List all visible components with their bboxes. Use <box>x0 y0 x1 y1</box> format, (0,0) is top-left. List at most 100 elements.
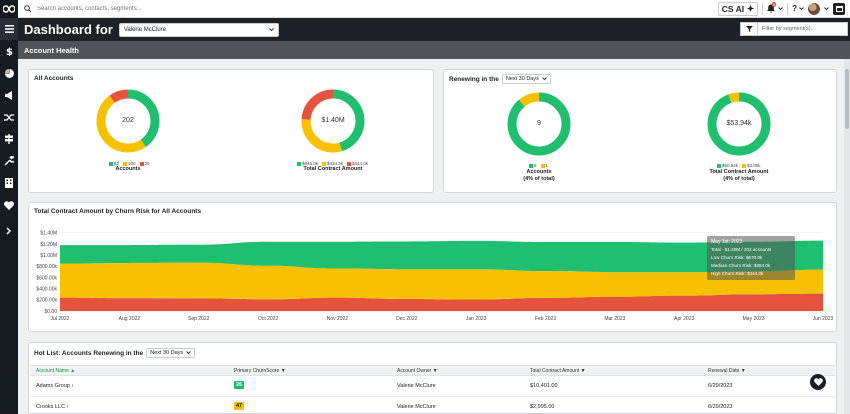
menu-icon[interactable] <box>0 18 18 40</box>
vertical-scrollbar[interactable] <box>844 59 850 414</box>
account-name: Adams Group <box>36 383 70 389</box>
account-name-link[interactable]: Adams Group › <box>36 383 74 389</box>
legend-item: 1 <box>540 163 549 168</box>
x-tick-label: May 2023 <box>743 316 765 322</box>
renewing-contract-label: Total Contract Amount (4% of total) <box>689 169 789 183</box>
col-account-name[interactable]: Account Name ▲ <box>36 368 75 374</box>
pie-chart-icon[interactable] <box>0 62 18 84</box>
notification-badge: 8 <box>772 2 777 7</box>
chart-title: Total Contract Amount by Churn Risk for … <box>34 208 202 215</box>
chevron-down-icon <box>778 6 783 10</box>
hotlist-period-select[interactable]: Next 30 Days <box>146 348 196 358</box>
wrench-icon[interactable] <box>0 150 18 172</box>
tooltip-line: Total - $1.40M / 202 accounts <box>711 247 772 252</box>
user-avatar[interactable] <box>808 2 820 15</box>
window-icon <box>835 5 843 12</box>
area-series-0[interactable] <box>60 293 823 311</box>
heart-icon <box>813 378 823 386</box>
col-renewal-date[interactable]: Renewal Date ▼ <box>708 368 746 374</box>
segment-filter-input[interactable]: Filter by segment(s)... <box>758 22 848 36</box>
building-icon[interactable] <box>0 172 18 194</box>
left-nav-rail: $ <box>0 0 18 414</box>
col-contract-amount[interactable]: Total Contract Amount ▼ <box>530 368 586 374</box>
legend-swatch <box>347 161 352 166</box>
account-name-link[interactable]: Crooks LLC › <box>36 404 69 410</box>
renewing-period-select[interactable]: Next 30 Days <box>501 74 551 84</box>
renewing-contract-donut[interactable]: $53.94k <box>706 91 772 157</box>
legend-swatch <box>322 161 327 166</box>
x-tick-label: Jun 2023 <box>813 316 834 322</box>
col-churnscore[interactable]: Primary ChurnScore ▼ <box>234 368 286 374</box>
page-title: Dashboard for <box>24 22 113 37</box>
chevron-down-icon <box>799 6 804 10</box>
expand-chevron-icon[interactable] <box>0 220 18 242</box>
period-value: Next 30 Days <box>505 76 539 82</box>
table-row[interactable]: Adams Group › 26 Valerie McClure $10,401… <box>30 377 835 397</box>
legend-value: $344.0k <box>352 161 369 166</box>
legend-value: 20 <box>144 161 150 166</box>
legend-swatch <box>109 161 113 166</box>
renewal-date-cell: 6/29/2023 <box>708 383 733 389</box>
legend-swatch <box>540 163 545 168</box>
tooltip-title: May 1st, 2023 <box>711 239 743 245</box>
signpost-icon[interactable] <box>0 128 18 150</box>
legend-value: $3.00k <box>747 163 761 168</box>
shuffle-icon[interactable] <box>0 106 18 128</box>
notifications-button[interactable]: 8 <box>767 2 783 13</box>
y-tick-label: $1.00M <box>40 253 57 259</box>
favorite-heart-button[interactable] <box>810 374 826 390</box>
area-series-2[interactable] <box>60 240 823 273</box>
x-tick-label: Nov 2022 <box>327 316 349 322</box>
filter-button[interactable] <box>740 22 758 36</box>
renewing-title: Renewing in the <box>449 75 499 83</box>
x-tick-label: Dec 2022 <box>396 316 418 322</box>
accounts-donut[interactable]: 202 <box>95 88 161 154</box>
heart-monitor-icon[interactable] <box>0 194 18 216</box>
col-account-owner[interactable]: Account Owner ▼ <box>397 368 438 374</box>
amount-cell: $10,401.00 <box>530 383 558 389</box>
area-series-1[interactable] <box>60 262 823 300</box>
legend-item: 8 <box>529 163 537 168</box>
user-select[interactable]: Valerie McClure <box>118 22 279 37</box>
churn-risk-area-chart[interactable]: $0.00 $200.00k $400.00k $600.00k $800.00k $1.… <box>29 203 836 331</box>
col-label: Renewal Date <box>708 368 740 374</box>
renewing-accounts-donut[interactable]: 9 <box>506 91 572 157</box>
y-tick-label: $600.00k <box>36 275 57 281</box>
section-title: Account Health <box>18 41 850 59</box>
renewing-contract-legend: $50.94k $3.00k <box>717 163 761 168</box>
x-tick-label: Mar 2023 <box>604 316 625 322</box>
y-tick-label: $1.40M <box>40 231 57 237</box>
y-tick-label: $1.20M <box>40 242 57 248</box>
legend-swatch <box>529 163 533 168</box>
app-logo-icon[interactable] <box>0 0 18 18</box>
legend-value: $50.94k <box>722 163 739 168</box>
dollar-icon[interactable]: $ <box>0 40 18 62</box>
label-sub: (4% of total) <box>523 176 555 182</box>
chevron-down-icon[interactable] <box>824 6 829 11</box>
donut-center-value: $1.40M <box>321 117 345 124</box>
sort-icon: ▼ <box>280 368 286 374</box>
legend-value: 1 <box>545 163 549 168</box>
card-title: Renewing in the Next 30 Days <box>449 74 551 84</box>
table-header: Account Name ▲ Primary ChurnScore ▼ Acco… <box>30 365 835 376</box>
x-tick-label: Jan 2023 <box>466 316 487 322</box>
megaphone-icon[interactable] <box>0 84 18 106</box>
svg-text:$: $ <box>6 47 13 56</box>
contract-donut[interactable]: $1.40M <box>300 88 366 154</box>
x-tick-label: Apr 2023 <box>674 316 695 322</box>
sort-icon: ▼ <box>740 368 746 374</box>
label-sub: (4% of total) <box>723 176 755 182</box>
renewing-accounts-label: Accounts (4% of total) <box>489 169 589 183</box>
sparkle-icon <box>747 5 755 12</box>
search-input[interactable] <box>37 5 237 12</box>
table-row[interactable]: Crooks LLC › 47 Valerie McClure $2,995.0… <box>30 398 835 414</box>
apps-button[interactable] <box>833 2 845 15</box>
scrollbar-thumb[interactable] <box>845 69 849 129</box>
y-tick-label: $400.00k <box>36 286 57 292</box>
cs-ai-button[interactable]: CS AI <box>717 1 759 16</box>
all-accounts-card: All Accounts 202 82 100 20 Accounts $1.4… <box>28 69 434 193</box>
help-button[interactable]: ? <box>792 4 804 13</box>
legend-value: $645.0k <box>302 161 319 166</box>
account-name: Crooks LLC <box>36 404 66 410</box>
donut-center-value: 9 <box>537 120 541 127</box>
